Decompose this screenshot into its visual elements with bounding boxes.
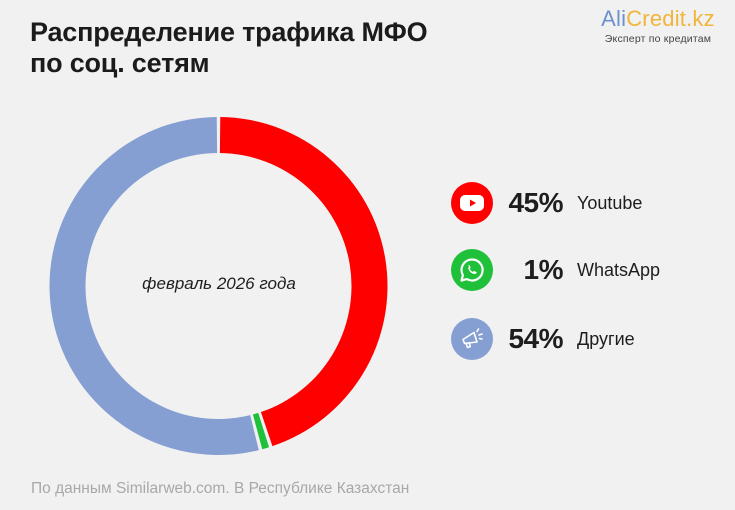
megaphone-icon [451,318,493,360]
source-footnote: По данным Similarweb.com. В Республике К… [31,480,410,497]
legend-value: 45% [508,187,563,218]
title-line-1: Распределение трафика МФО [30,17,428,47]
title-line-2: по соц. сетям [30,48,210,78]
legend-label: WhatsApp [577,259,661,280]
youtube-icon [451,182,493,224]
brand-name: AliCredit.kz [593,6,723,32]
legend-label: Другие [577,328,635,349]
legend-item-others: 54% Другие [451,318,635,360]
legend-label: Youtube [577,192,643,213]
page-title: Распределение трафика МФО по соц. сетям [30,17,428,79]
brand-name-part2: Credit.kz [626,6,715,31]
donut-segment-youtube [219,117,388,447]
legend-item-youtube: 45% Youtube [451,182,642,224]
donut-segment-whatsapp [252,412,270,450]
legend-value: 54% [508,323,563,354]
brand-logo: AliCredit.kz Эксперт по кредитам [593,6,723,45]
brand-tagline: Эксперт по кредитам [604,33,712,45]
whatsapp-icon [451,249,493,291]
chart-center-label: февраль 2026 года [142,274,296,293]
legend-item-whatsapp: 1% WhatsApp [451,249,660,291]
legend-value: 1% [523,254,564,285]
brand-name-part1: Ali [601,6,627,31]
donut-segment-другие [49,117,259,455]
